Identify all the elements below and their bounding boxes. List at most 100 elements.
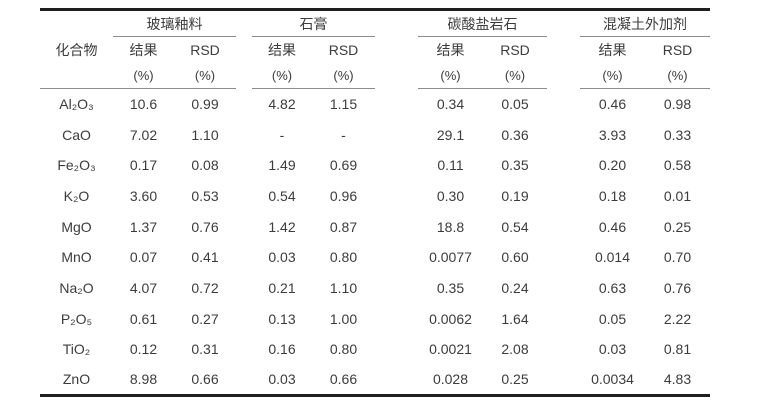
compound-cell: CaO	[62, 126, 91, 143]
spacer-cell	[236, 303, 252, 334]
table-row: Al₂O₃ 10.6 0.99 4.82 1.15 0.34 0.05 0.46 0.98	[40, 89, 710, 120]
table-row: P₂O₅ 0.61 0.27 0.13 1.00 0.0062 1.64 0.05 2.22	[40, 303, 710, 334]
value-cell: 0.20	[598, 157, 627, 174]
compound-cell: P₂O₅	[60, 310, 93, 327]
value-cell: 0.70	[663, 249, 692, 266]
result-header: 结果	[598, 42, 627, 58]
spacer-cell	[547, 119, 580, 150]
value-cell: 2.22	[663, 310, 692, 327]
compound-cell: Fe₂O₃	[57, 157, 96, 174]
value-cell: 10.6	[129, 96, 158, 113]
value-cell: 0.03	[598, 341, 627, 358]
value-cell: 0.07	[129, 249, 158, 266]
value-cell: 0.58	[663, 157, 692, 174]
spacer-cell	[547, 242, 580, 273]
value-cell: 0.13	[268, 310, 296, 327]
unit-header: (%)	[252, 63, 312, 89]
unit-header: (%)	[645, 63, 710, 89]
value-cell: 0.72	[191, 279, 219, 296]
value-cell: 4.07	[129, 279, 158, 296]
spacer-cell	[236, 150, 252, 181]
spacer-cell	[236, 119, 252, 150]
value-cell: -	[341, 126, 346, 143]
value-cell: 0.54	[268, 187, 296, 204]
spacer-cell	[547, 37, 580, 64]
table-row: MnO 0.07 0.41 0.03 0.80 0.0077 0.60 0.014 0.70	[40, 242, 710, 273]
rsd-header: RSD	[328, 42, 359, 58]
result-header: 结果	[129, 42, 158, 58]
value-cell: 0.21	[268, 279, 296, 296]
value-cell: 0.17	[129, 157, 158, 174]
spacer-cell	[375, 211, 418, 242]
header-row-groups: 化合物 玻璃釉料 石膏 碳酸盐岩石 混凝土外加剂	[40, 9, 710, 89]
value-cell: 0.0077	[429, 249, 472, 266]
spacer-cell	[547, 303, 580, 334]
compound-cell: TiO₂	[62, 341, 91, 358]
value-cell: 0.01	[663, 187, 692, 204]
spacer-cell	[375, 273, 418, 304]
spacer-cell	[236, 181, 252, 212]
value-cell: 0.12	[129, 341, 158, 358]
group-header: 碳酸盐岩石	[418, 9, 547, 37]
value-cell: 29.1	[436, 126, 465, 143]
spacer-cell	[375, 89, 418, 120]
spacer-cell	[547, 365, 580, 396]
value-cell: 0.66	[329, 371, 358, 388]
value-cell: 8.98	[129, 371, 158, 388]
value-cell: 0.05	[501, 96, 529, 113]
spacer-cell	[236, 10, 252, 37]
compound-column-header: 化合物	[40, 9, 113, 89]
table-row: ZnO 8.98 0.66 0.03 0.66 0.028 0.25 0.0034 4.83	[40, 365, 710, 396]
value-cell: 1.49	[268, 157, 296, 174]
spacer-cell	[547, 334, 580, 365]
spacer-cell	[547, 10, 580, 37]
group-header: 玻璃釉料	[113, 9, 236, 37]
value-cell: -	[279, 126, 285, 143]
value-cell: 0.11	[437, 157, 464, 174]
value-cell: 0.25	[501, 371, 529, 388]
value-cell: 0.76	[191, 218, 219, 235]
value-cell: 0.0021	[429, 341, 472, 358]
spacer-cell	[375, 63, 418, 89]
value-cell: 1.10	[191, 126, 219, 143]
value-cell: 0.03	[268, 249, 296, 266]
spacer-cell	[375, 365, 418, 396]
group-header: 石膏	[252, 9, 375, 37]
value-cell: 0.05	[598, 310, 627, 327]
value-cell: 3.93	[598, 126, 627, 143]
value-cell: 18.8	[436, 218, 465, 235]
value-cell: 4.83	[663, 371, 692, 388]
value-cell: 0.24	[501, 279, 529, 296]
value-cell: 0.53	[191, 187, 219, 204]
spacer-cell	[236, 37, 252, 64]
analysis-results-table: 化合物 玻璃釉料 石膏 碳酸盐岩石 混凝土外加剂 结果 RSD 结果 RSD 结果 RSD 结果 R…	[40, 8, 710, 397]
value-cell: 0.96	[329, 187, 358, 204]
unit-header: (%)	[483, 63, 547, 89]
value-cell: 0.014	[594, 249, 631, 266]
value-cell: 2.08	[501, 341, 529, 358]
unit-header: (%)	[113, 63, 174, 89]
table-row: K₂O 3.60 0.53 0.54 0.96 0.30 0.19 0.18 0.01	[40, 181, 710, 212]
rsd-header: RSD	[500, 42, 530, 58]
compound-cell: MnO	[61, 249, 92, 266]
compound-cell: Al₂O₃	[59, 96, 94, 113]
value-cell: 0.33	[663, 126, 692, 143]
spacer-cell	[236, 334, 252, 365]
spacer-cell	[375, 334, 418, 365]
table-row: MgO 1.37 0.76 1.42 0.87 18.8 0.54 0.46 0.25	[40, 211, 710, 242]
spacer-cell	[547, 273, 580, 304]
spacer-cell	[375, 10, 418, 37]
value-cell: 1.37	[129, 218, 158, 235]
value-cell: 0.99	[191, 96, 219, 113]
value-cell: 0.61	[129, 310, 158, 327]
rsd-header: RSD	[190, 42, 220, 58]
spacer-cell	[547, 63, 580, 89]
value-cell: 0.66	[191, 371, 219, 388]
compound-cell: ZnO	[62, 371, 91, 388]
spacer-cell	[236, 211, 252, 242]
value-cell: 0.03	[268, 371, 296, 388]
unit-header: (%)	[418, 63, 483, 89]
group-header: 混凝土外加剂	[580, 9, 710, 37]
result-header: 结果	[436, 42, 465, 58]
value-cell: 0.80	[329, 341, 358, 358]
